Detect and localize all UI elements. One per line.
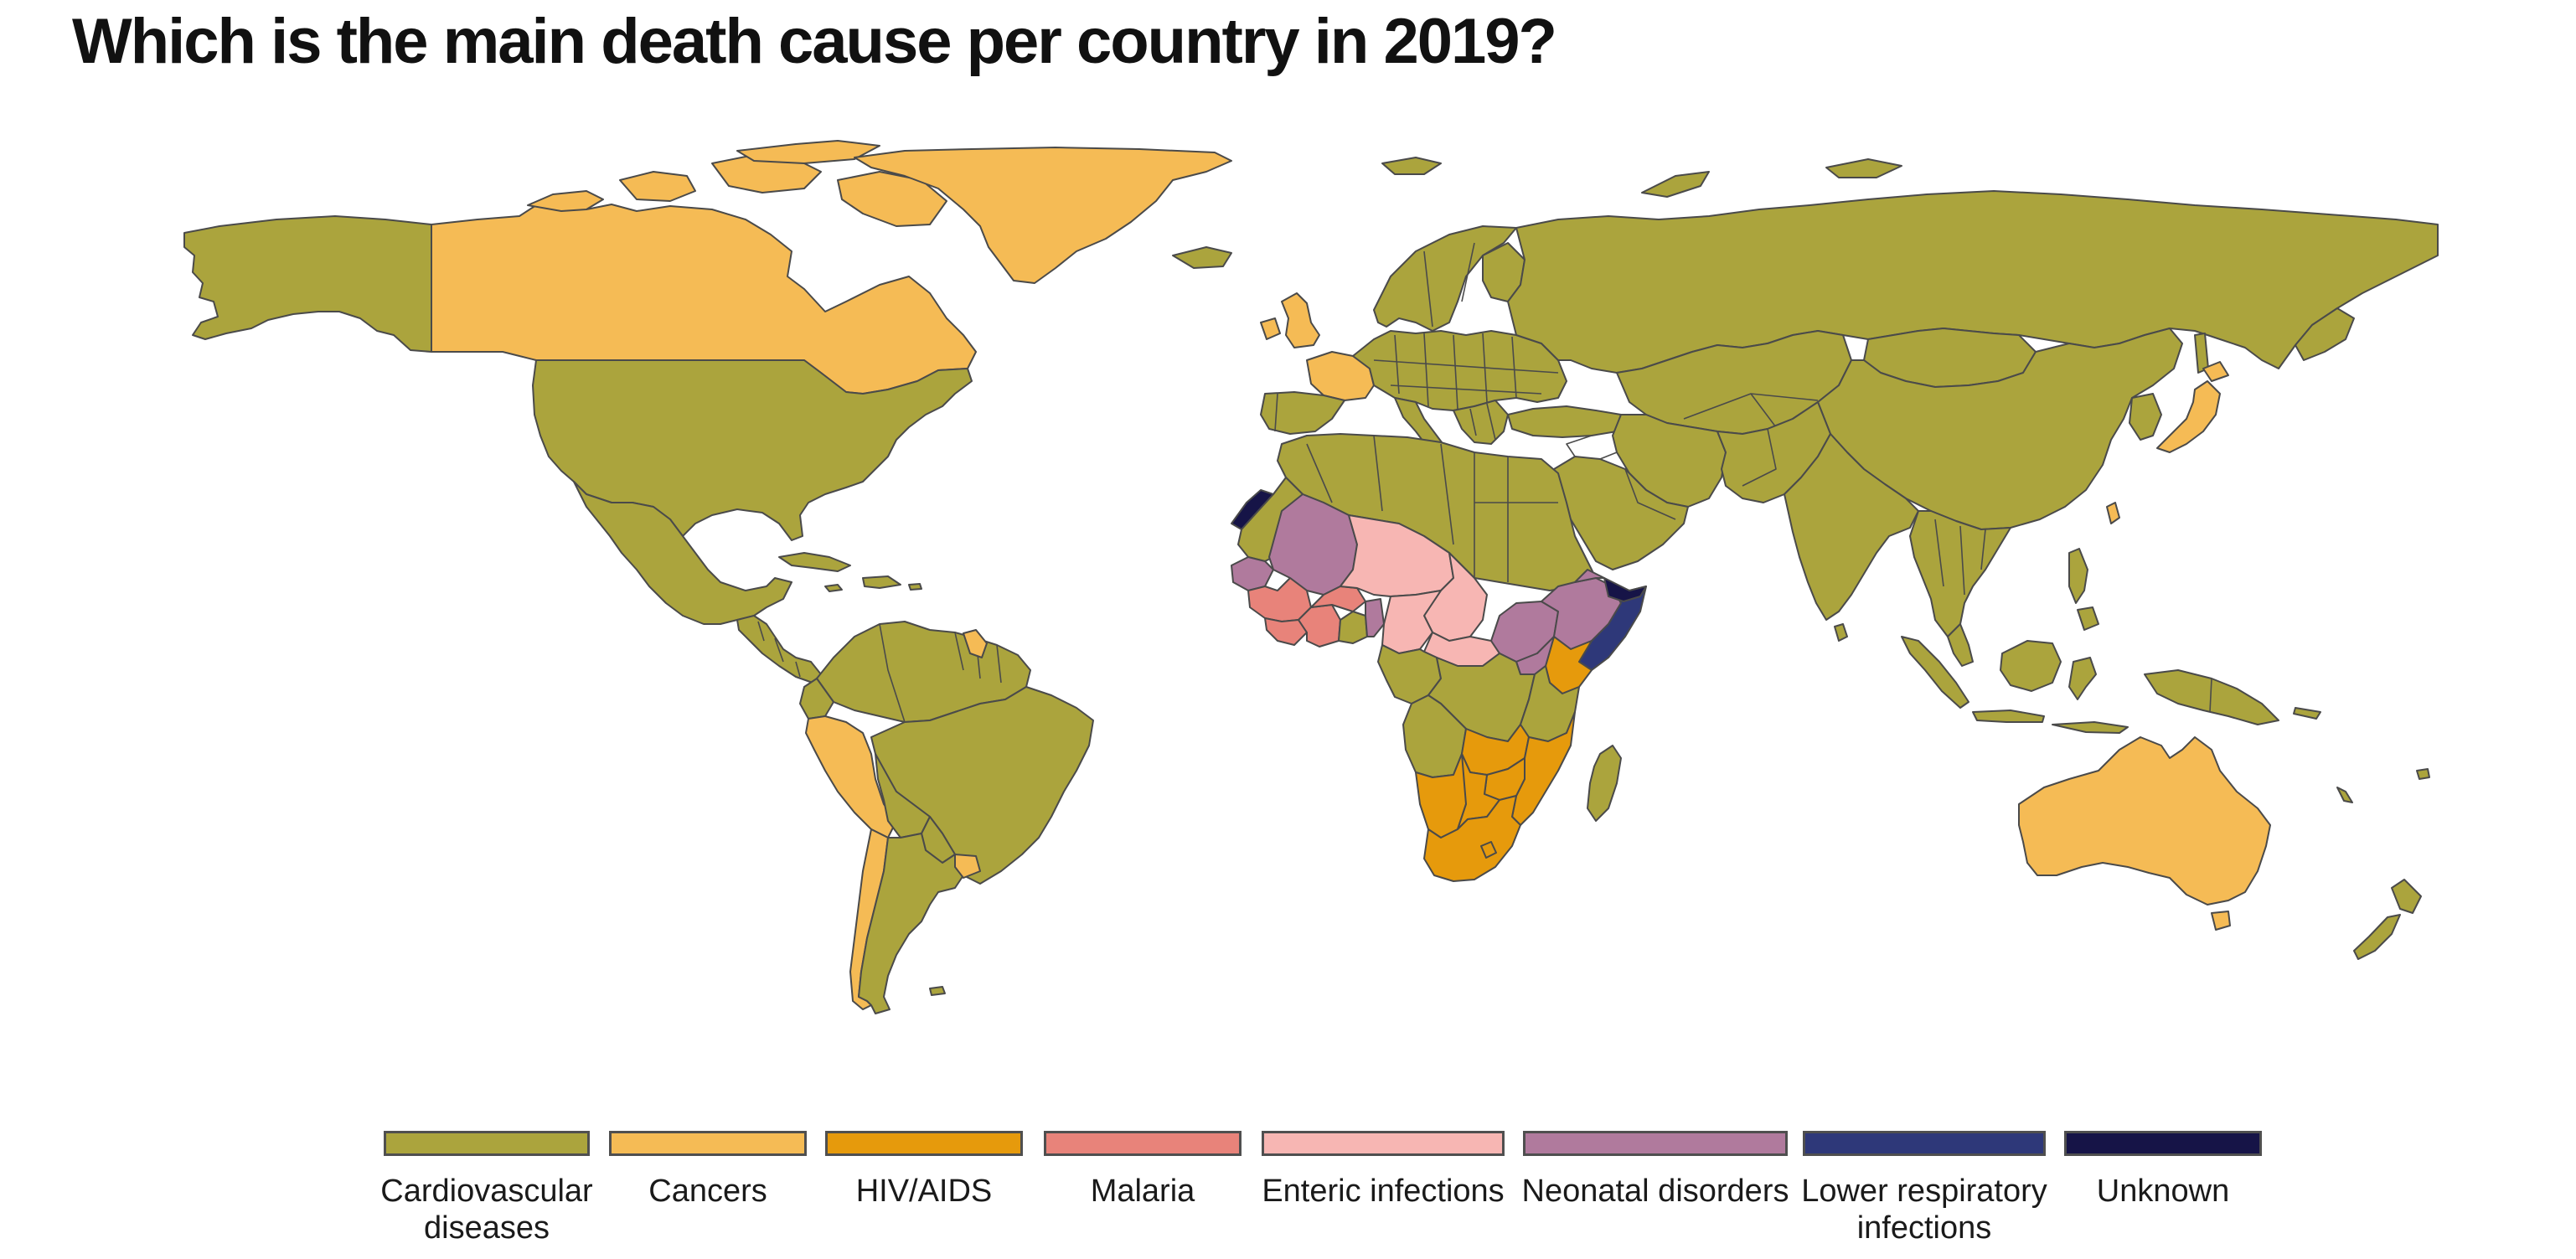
region-canada-arctic-2[interactable] (619, 171, 696, 202)
page-title: Which is the main death cause per countr… (72, 6, 1557, 77)
region-burkina[interactable] (1310, 586, 1366, 612)
region-malay-peninsula[interactable] (1947, 623, 1974, 667)
region-alaska[interactable] (183, 215, 432, 353)
region-solomon[interactable] (2293, 707, 2321, 720)
region-tasmania[interactable] (2211, 911, 2231, 931)
region-greenland[interactable] (854, 147, 1232, 284)
region-sumatra[interactable] (1901, 636, 1969, 709)
region-new-zealand-south[interactable] (2353, 914, 2401, 960)
region-southeast-asia[interactable] (1909, 510, 2011, 637)
region-kamchatka[interactable] (2295, 307, 2355, 361)
region-ireland[interactable] (1260, 317, 1281, 340)
region-somaliland[interactable] (1603, 577, 1647, 602)
region-mexico[interactable] (573, 481, 792, 625)
region-sierra-leone-liberia[interactable] (1264, 617, 1308, 646)
region-south-africa[interactable] (1423, 795, 1521, 882)
region-canada-arctic-5[interactable] (736, 140, 880, 164)
region-uruguay[interactable] (954, 854, 981, 879)
region-hispaniola[interactable] (862, 575, 901, 589)
region-fiji[interactable] (2416, 768, 2430, 780)
region-iceland[interactable] (1172, 246, 1232, 269)
region-borneo[interactable] (2000, 640, 2062, 692)
region-iberia[interactable] (1260, 391, 1345, 435)
region-turkey[interactable] (1507, 405, 1622, 438)
region-lesser-sunda[interactable] (2052, 721, 2129, 734)
region-ghana[interactable] (1338, 611, 1368, 644)
region-severnaya[interactable] (1825, 158, 1902, 178)
region-falklands[interactable] (929, 986, 946, 996)
region-new-guinea[interactable] (2144, 669, 2279, 725)
region-canada-arctic-1[interactable] (527, 190, 604, 212)
region-new-caledonia[interactable] (2336, 787, 2353, 803)
region-canada-arctic-4[interactable] (837, 171, 947, 227)
region-sri-lanka[interactable] (1834, 623, 1848, 642)
region-france[interactable] (1306, 351, 1375, 401)
region-taiwan[interactable] (2106, 502, 2120, 524)
region-guyana[interactable] (963, 629, 988, 658)
region-argentina[interactable] (858, 833, 964, 1014)
region-svalbard[interactable] (1381, 157, 1442, 175)
region-jamaica[interactable] (824, 584, 843, 592)
region-hokkaido[interactable] (2202, 361, 2229, 382)
region-scandinavia[interactable] (1373, 225, 1517, 332)
region-senegal[interactable] (1231, 556, 1274, 591)
region-lesotho[interactable] (1480, 841, 1497, 859)
region-puerto-rico[interactable] (908, 583, 922, 591)
region-india[interactable] (1784, 433, 1919, 621)
region-new-zealand-north[interactable] (2391, 879, 2422, 914)
region-japan[interactable] (2156, 380, 2221, 453)
region-arabia[interactable] (1553, 456, 1689, 570)
region-cuba[interactable] (778, 552, 851, 572)
region-novaya-zemlya[interactable] (1641, 171, 1710, 198)
region-australia[interactable] (2018, 736, 2271, 906)
region-togo-benin[interactable] (1365, 598, 1385, 637)
region-mindanao[interactable] (2077, 606, 2099, 631)
region-java[interactable] (1972, 709, 2045, 723)
region-korea[interactable] (2129, 393, 2162, 441)
region-sulawesi[interactable] (2068, 657, 2097, 700)
region-peru[interactable] (805, 715, 897, 838)
region-philippines[interactable] (2068, 548, 2088, 604)
region-china[interactable] (1817, 328, 2183, 530)
region-uk[interactable] (1281, 292, 1320, 348)
region-madagascar[interactable] (1587, 745, 1622, 822)
